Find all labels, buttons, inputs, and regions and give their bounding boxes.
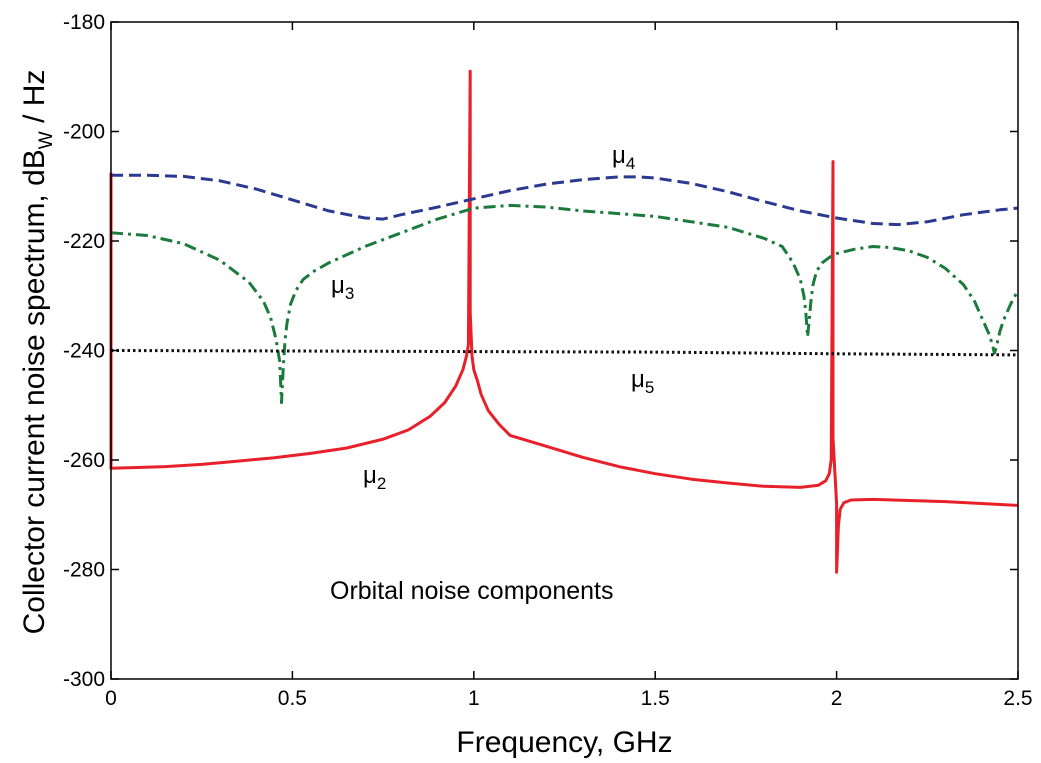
series-label-mu4: μ4 bbox=[612, 142, 635, 173]
series-label-mu2: μ2 bbox=[363, 462, 386, 493]
series-label-subscript: 4 bbox=[626, 154, 635, 173]
y-axis-title-subscript: W bbox=[36, 131, 57, 149]
series-label-symbol: μ bbox=[363, 462, 377, 489]
x-tick-label: 2.5 bbox=[1003, 687, 1032, 710]
y-tick-label: -280 bbox=[63, 559, 105, 582]
series-label-symbol: μ bbox=[631, 366, 645, 393]
series-label-subscript: 3 bbox=[345, 284, 354, 303]
series-line-mu4 bbox=[111, 173, 1019, 227]
series-line-mu2 bbox=[109, 69, 1019, 574]
series-layer bbox=[109, 69, 1020, 574]
series-label-symbol: μ bbox=[612, 142, 626, 169]
series-label-mu5: μ5 bbox=[631, 366, 654, 397]
annotation-text: Orbital noise components bbox=[330, 577, 613, 605]
x-tick-label: 1 bbox=[468, 687, 480, 710]
series-line-mu3 bbox=[110, 203, 1020, 404]
series-label-symbol: μ bbox=[331, 272, 345, 299]
ticks-layer: 0 0.5 1 1.5 2 2.5 -300 -280 -260 -240 -220 -200 -180 bbox=[63, 11, 1033, 710]
series-label-subscript: 5 bbox=[645, 378, 654, 397]
y-tick-label: -220 bbox=[63, 230, 105, 253]
y-tick-label: -300 bbox=[63, 668, 105, 691]
series-label-subscript: 2 bbox=[377, 474, 386, 493]
labels-layer: Frequency, GHz Collector current noise s… bbox=[18, 70, 673, 759]
y-tick-label: -200 bbox=[63, 121, 105, 144]
series-line-mu5 bbox=[110, 349, 1019, 357]
series-label-mu3: μ3 bbox=[331, 272, 354, 303]
y-axis-title: Collector current noise spectrum, dBW / … bbox=[18, 70, 57, 635]
y-tick-label: -180 bbox=[63, 11, 105, 34]
x-axis-title: Frequency, GHz bbox=[456, 726, 672, 759]
x-tick-label: 0 bbox=[105, 687, 117, 710]
y-axis-title-prefix: Collector current noise spectrum, dB bbox=[18, 149, 51, 634]
y-tick-label: -260 bbox=[63, 449, 105, 472]
x-tick-label: 1.5 bbox=[641, 687, 670, 710]
y-axis-title-suffix: / Hz bbox=[18, 70, 51, 132]
x-tick-label: 0.5 bbox=[278, 687, 307, 710]
y-tick-label: -240 bbox=[63, 340, 105, 363]
x-tick-label: 2 bbox=[831, 687, 843, 710]
